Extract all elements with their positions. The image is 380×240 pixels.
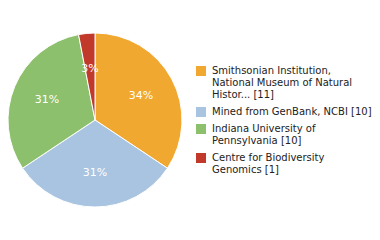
html-text:Centre for Biodiversity Genomi: Centre for Biodiversity Genomics [1] <box>212 151 325 175</box>
html-text:Mined from GenBank, NCBI [10]: Mined from GenBank, NCBI [10] <box>212 105 372 117</box>
svg-text:3%: 3% <box>81 62 98 75</box>
html-text:Smithsonian Institution, Natio: Smithsonian Institution, National Museum… <box>212 64 353 100</box>
html-text:Indiana University of Pennsylv: Indiana University of Pennsylvania [10] <box>212 122 316 146</box>
svg-text:34%: 34% <box>129 89 153 102</box>
svg-text:31%: 31% <box>83 166 107 179</box>
svg-text:31%: 31% <box>35 93 59 106</box>
